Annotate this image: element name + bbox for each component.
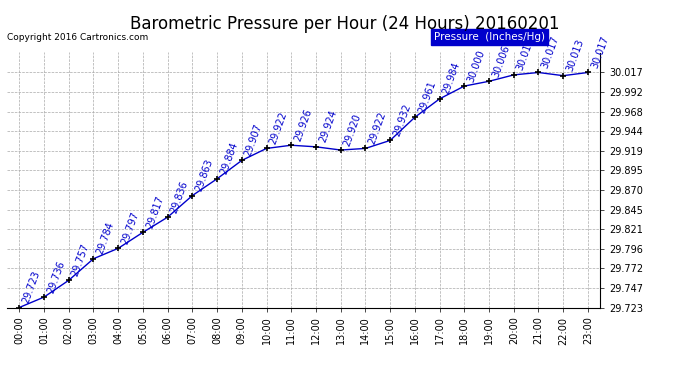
Text: 30.000: 30.000: [466, 48, 486, 83]
Text: 30.014: 30.014: [515, 37, 536, 72]
Text: Pressure  (Inches/Hg): Pressure (Inches/Hg): [434, 32, 545, 42]
Text: 30.017: 30.017: [540, 34, 561, 70]
Text: 29.884: 29.884: [219, 141, 239, 176]
Text: 29.932: 29.932: [391, 102, 413, 138]
Text: Copyright 2016 Cartronics.com: Copyright 2016 Cartronics.com: [7, 33, 148, 42]
Text: 29.836: 29.836: [169, 179, 190, 214]
Text: 29.736: 29.736: [46, 259, 66, 294]
Text: 29.784: 29.784: [95, 221, 116, 256]
Text: Barometric Pressure per Hour (24 Hours) 20160201: Barometric Pressure per Hour (24 Hours) …: [130, 15, 560, 33]
Text: 29.961: 29.961: [416, 80, 437, 114]
Text: 29.817: 29.817: [144, 194, 166, 230]
Text: 30.013: 30.013: [564, 38, 586, 73]
Text: 29.922: 29.922: [367, 110, 388, 146]
Text: 30.006: 30.006: [491, 44, 511, 78]
Text: 29.907: 29.907: [243, 122, 264, 158]
Text: 30.017: 30.017: [589, 34, 610, 70]
Text: 29.920: 29.920: [342, 112, 363, 147]
Text: 29.924: 29.924: [317, 109, 338, 144]
Text: 29.922: 29.922: [268, 110, 289, 146]
Text: 29.757: 29.757: [70, 242, 91, 278]
Text: 29.926: 29.926: [293, 107, 314, 142]
Text: 29.797: 29.797: [119, 210, 141, 246]
Text: 29.723: 29.723: [21, 269, 41, 305]
Text: 29.984: 29.984: [441, 61, 462, 96]
Text: 29.863: 29.863: [194, 158, 215, 193]
